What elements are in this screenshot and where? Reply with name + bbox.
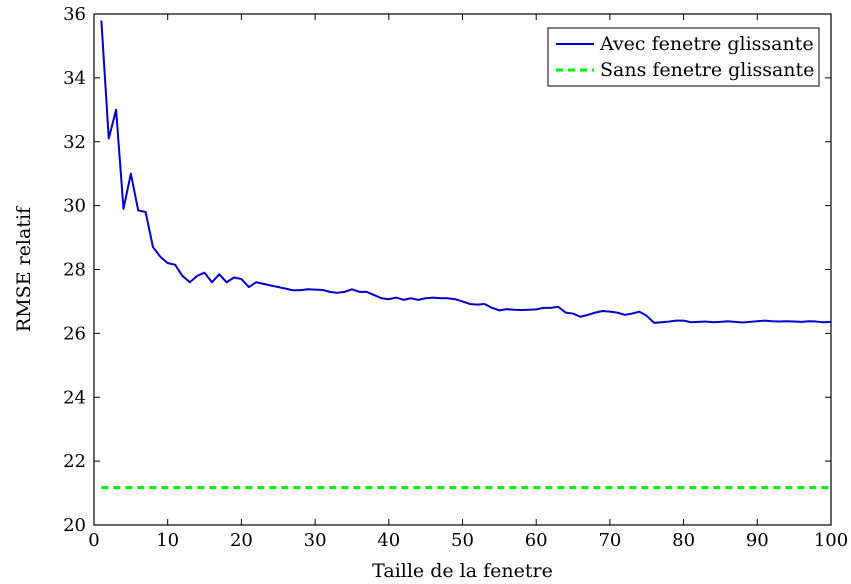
series-line-1 (100, 20, 831, 324)
x-tick-label: 20 (230, 530, 253, 551)
plot-frame (93, 13, 832, 526)
y-tick-label: 34 (63, 68, 86, 89)
x-tick-label: 70 (598, 530, 621, 551)
legend-label-1: Avec fenetre glissante (599, 33, 814, 55)
y-tick-label: 30 (63, 196, 86, 217)
y-tick-label: 32 (63, 132, 86, 153)
legend-box (547, 27, 820, 87)
x-axis-title: Taille de la fenetre (372, 560, 553, 582)
x-tick-label: 60 (525, 530, 548, 551)
y-axis-title: RMSE relatif (13, 205, 35, 332)
y-tick-label: 28 (63, 260, 86, 281)
x-tick-label: 90 (746, 530, 769, 551)
x-tick-label: 40 (377, 530, 400, 551)
legend: Avec fenetre glissante Sans fenetre gliss… (547, 27, 820, 87)
y-tick-label: 22 (63, 451, 86, 472)
x-tick-label: 0 (88, 530, 99, 551)
x-tick-label: 10 (156, 530, 179, 551)
y-tick-label: 36 (63, 4, 86, 25)
x-tick-label: 30 (304, 530, 327, 551)
y-tick-label: 20 (63, 515, 86, 536)
legend-label-2: Sans fenetre glissante (600, 59, 814, 81)
x-tick-label: 50 (451, 530, 474, 551)
x-tick-label: 80 (672, 530, 695, 551)
y-tick-label: 24 (63, 387, 86, 408)
x-tick-label: 100 (814, 530, 848, 551)
axes: 0 10 20 30 40 50 60 70 80 90 100 20 22 24 26 28 30 32 34 36… (13, 4, 848, 582)
y-tick-label: 26 (63, 323, 86, 344)
